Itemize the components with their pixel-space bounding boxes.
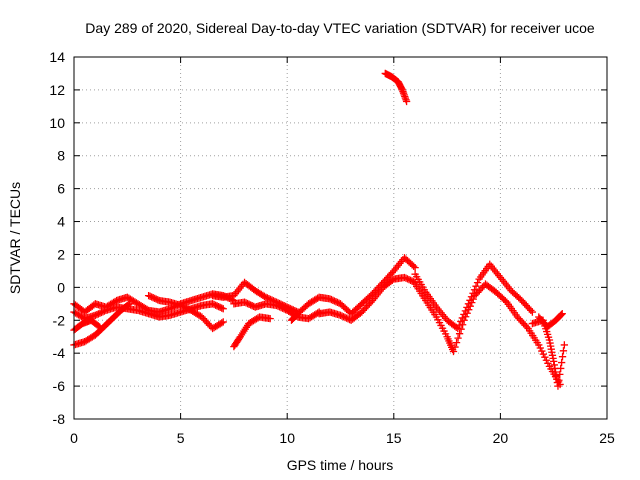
data-point xyxy=(125,300,134,308)
y-tick-label: 0 xyxy=(57,279,65,295)
data-point xyxy=(558,353,567,361)
grid xyxy=(74,57,607,419)
data-point xyxy=(560,341,569,349)
series-track-12 xyxy=(411,260,537,333)
data-point xyxy=(219,305,227,313)
data-point xyxy=(95,323,104,331)
data-point xyxy=(558,310,566,318)
series-track-13 xyxy=(411,280,564,389)
data-point xyxy=(449,347,458,356)
y-tick-label: 6 xyxy=(57,181,65,197)
data-point xyxy=(454,334,462,342)
y-tick-label: -8 xyxy=(53,411,66,427)
x-tick-label: 10 xyxy=(279,430,295,446)
y-tick-label: -6 xyxy=(53,378,66,394)
y-tick-label: 4 xyxy=(57,214,65,230)
data-point xyxy=(555,376,563,384)
data-point xyxy=(544,333,553,341)
data-marks xyxy=(70,69,569,390)
series-track-9 xyxy=(287,254,419,324)
data-point xyxy=(457,325,465,333)
data-point xyxy=(402,97,411,106)
plot-frame xyxy=(73,56,608,420)
series-track-5 xyxy=(144,291,227,333)
data-point xyxy=(266,314,274,323)
series-track-2 xyxy=(70,300,227,323)
y-tick-label: 12 xyxy=(49,82,65,98)
data-point xyxy=(451,343,459,351)
data-point xyxy=(528,308,537,316)
data-point xyxy=(543,330,552,339)
y-axis-label: SDTVAR / TECUs xyxy=(7,182,23,294)
y-tick-label: -4 xyxy=(53,345,66,361)
x-axis-tick-labels: 0 5 10 15 20 25 xyxy=(70,430,615,446)
data-point xyxy=(559,347,568,355)
data-point xyxy=(411,263,419,272)
series-track-8 xyxy=(230,313,274,351)
data-point xyxy=(554,382,562,390)
y-tick-label: 2 xyxy=(57,246,65,262)
data-point xyxy=(556,370,564,378)
data-point xyxy=(557,310,565,319)
y-axis-tick-labels: -8 -6 -4 -2 0 2 4 6 8 10 12 14 xyxy=(49,49,65,427)
chart-title: Day 289 of 2020, Sidereal Day-to-day VTE… xyxy=(85,20,595,36)
x-tick-label: 25 xyxy=(599,430,615,446)
series-track-3 xyxy=(70,300,134,349)
data-point xyxy=(452,338,461,347)
data-point xyxy=(94,322,103,330)
data-point xyxy=(557,364,565,373)
data-point xyxy=(124,301,132,309)
x-tick-label: 5 xyxy=(177,430,185,446)
y-tick-label: 14 xyxy=(49,49,65,65)
data-point xyxy=(458,321,467,329)
x-tick-label: 20 xyxy=(493,430,509,446)
data-point xyxy=(557,358,566,367)
x-tick-label: 0 xyxy=(70,430,78,446)
y-tick-label: 8 xyxy=(57,148,65,164)
data-point xyxy=(455,330,464,338)
series-track-15 xyxy=(535,310,566,331)
y-tick-label: 10 xyxy=(49,115,65,131)
data-point xyxy=(219,318,227,326)
series-track-10 xyxy=(315,273,419,324)
x-tick-label: 15 xyxy=(386,430,402,446)
y-tick-label: -2 xyxy=(53,312,66,328)
series-track-11 xyxy=(381,69,411,106)
axis-ticks xyxy=(73,56,608,420)
x-axis-label: GPS time / hours xyxy=(287,457,394,473)
